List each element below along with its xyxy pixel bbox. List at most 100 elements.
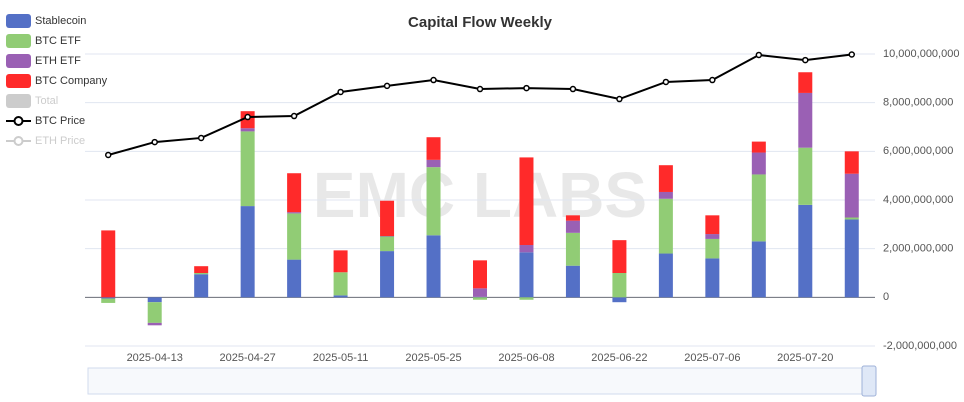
legend-label: BTC Price <box>35 115 85 127</box>
legend-item[interactable]: Total <box>6 94 58 108</box>
y-tick-label: 0 <box>883 291 889 303</box>
bar-segment <box>798 72 813 93</box>
legend-item[interactable]: ETH ETF <box>6 54 81 68</box>
x-tick-label: 2025-05-25 <box>405 352 461 364</box>
price-point <box>151 138 158 146</box>
legend-label: ETH ETF <box>35 55 81 67</box>
bar-segment <box>333 295 348 298</box>
price-point <box>848 51 856 58</box>
bar-segment <box>565 220 580 233</box>
price-point <box>755 51 763 59</box>
bar-segment <box>101 298 116 303</box>
price-point <box>662 78 670 86</box>
legend-label: Total <box>35 95 58 107</box>
bar-segment <box>426 235 441 298</box>
bar-segment <box>473 260 487 289</box>
bar-segment <box>705 215 720 235</box>
bar-segment <box>240 206 255 298</box>
legend-icon <box>6 54 31 68</box>
bar-segment <box>147 302 162 323</box>
bar-segment <box>658 198 673 254</box>
bar-segment <box>658 165 673 192</box>
x-tick-label: 2025-07-06 <box>684 352 740 364</box>
price-point <box>476 85 484 93</box>
bar-segment <box>333 250 348 273</box>
legend-label: BTC ETF <box>35 35 81 47</box>
bar-segment <box>194 266 209 273</box>
bar-segment <box>380 236 395 252</box>
legend-item[interactable]: BTC Price <box>6 115 85 127</box>
bar-segment <box>287 173 302 213</box>
bar-segment <box>426 159 441 168</box>
bar-segment <box>426 167 441 236</box>
slider-handle[interactable] <box>861 365 877 397</box>
bar-segment <box>287 212 302 214</box>
bar-segment <box>519 297 534 300</box>
bar-segment <box>333 272 348 296</box>
slider-track[interactable] <box>87 367 877 395</box>
data-zoom-slider[interactable] <box>87 365 877 397</box>
bar-segment <box>101 297 116 299</box>
legend-label: ETH Price <box>35 135 85 147</box>
x-tick-label: 2025-04-27 <box>220 352 276 364</box>
watermark: EMC LABS <box>313 159 647 231</box>
bar-segment <box>844 217 859 220</box>
price-point <box>104 151 112 159</box>
y-tick-label: 6,000,000,000 <box>883 145 953 157</box>
legend-icon <box>6 74 31 88</box>
bar-segment <box>287 213 302 260</box>
bar-segment <box>519 252 534 298</box>
bar-segment <box>426 137 441 160</box>
bar-segment <box>705 238 720 259</box>
bar-segment <box>147 322 162 326</box>
price-line <box>107 53 852 156</box>
price-point <box>244 113 251 121</box>
bar-segment <box>658 191 673 199</box>
bar-segment <box>844 151 859 174</box>
bar-segment <box>798 147 813 205</box>
legend-icon <box>6 94 31 108</box>
bar-segment <box>565 232 580 266</box>
bar-segment <box>751 174 766 242</box>
bar-segment <box>194 274 209 298</box>
y-tick-label: 10,000,000,000 <box>883 48 959 60</box>
bar-segment <box>287 259 302 298</box>
bar-segment <box>380 200 395 237</box>
bar-segment <box>612 240 627 273</box>
bar-segment <box>473 297 487 300</box>
bar-segment <box>519 157 534 246</box>
legend-item[interactable]: ETH Price <box>6 135 85 147</box>
legend-icon <box>6 34 31 48</box>
bar-segment <box>380 251 395 298</box>
x-tick-label: 2025-04-13 <box>127 352 183 364</box>
bar-segment <box>705 258 720 298</box>
legend-item[interactable]: BTC ETF <box>6 34 81 48</box>
bar-segment <box>519 245 534 253</box>
bar-segment <box>565 215 580 221</box>
legend-item[interactable]: BTC Company <box>6 74 108 88</box>
price-point <box>616 95 623 103</box>
price-point <box>290 112 298 120</box>
y-tick-label: -2,000,000,000 <box>883 340 957 352</box>
legend-icon <box>13 136 24 146</box>
price-point <box>709 76 716 84</box>
price-point <box>197 134 205 142</box>
legend-item[interactable]: Stablecoin <box>6 14 86 28</box>
y-tick-label: 8,000,000,000 <box>883 97 953 109</box>
bar-segment <box>751 241 766 298</box>
legend-label: Stablecoin <box>35 15 86 27</box>
bar-segment <box>612 297 627 303</box>
bar-segment <box>844 219 859 298</box>
bar-segment <box>240 131 255 207</box>
bar-segment <box>612 273 627 298</box>
bar-segment <box>565 265 580 298</box>
price-point <box>383 82 391 90</box>
bar-segment <box>751 141 766 153</box>
bar-segment <box>798 204 813 298</box>
bar-segment <box>658 253 673 298</box>
bar-segment <box>101 230 116 298</box>
price-point <box>337 88 344 96</box>
bar-segment <box>473 288 487 297</box>
bar-segment <box>240 128 255 132</box>
